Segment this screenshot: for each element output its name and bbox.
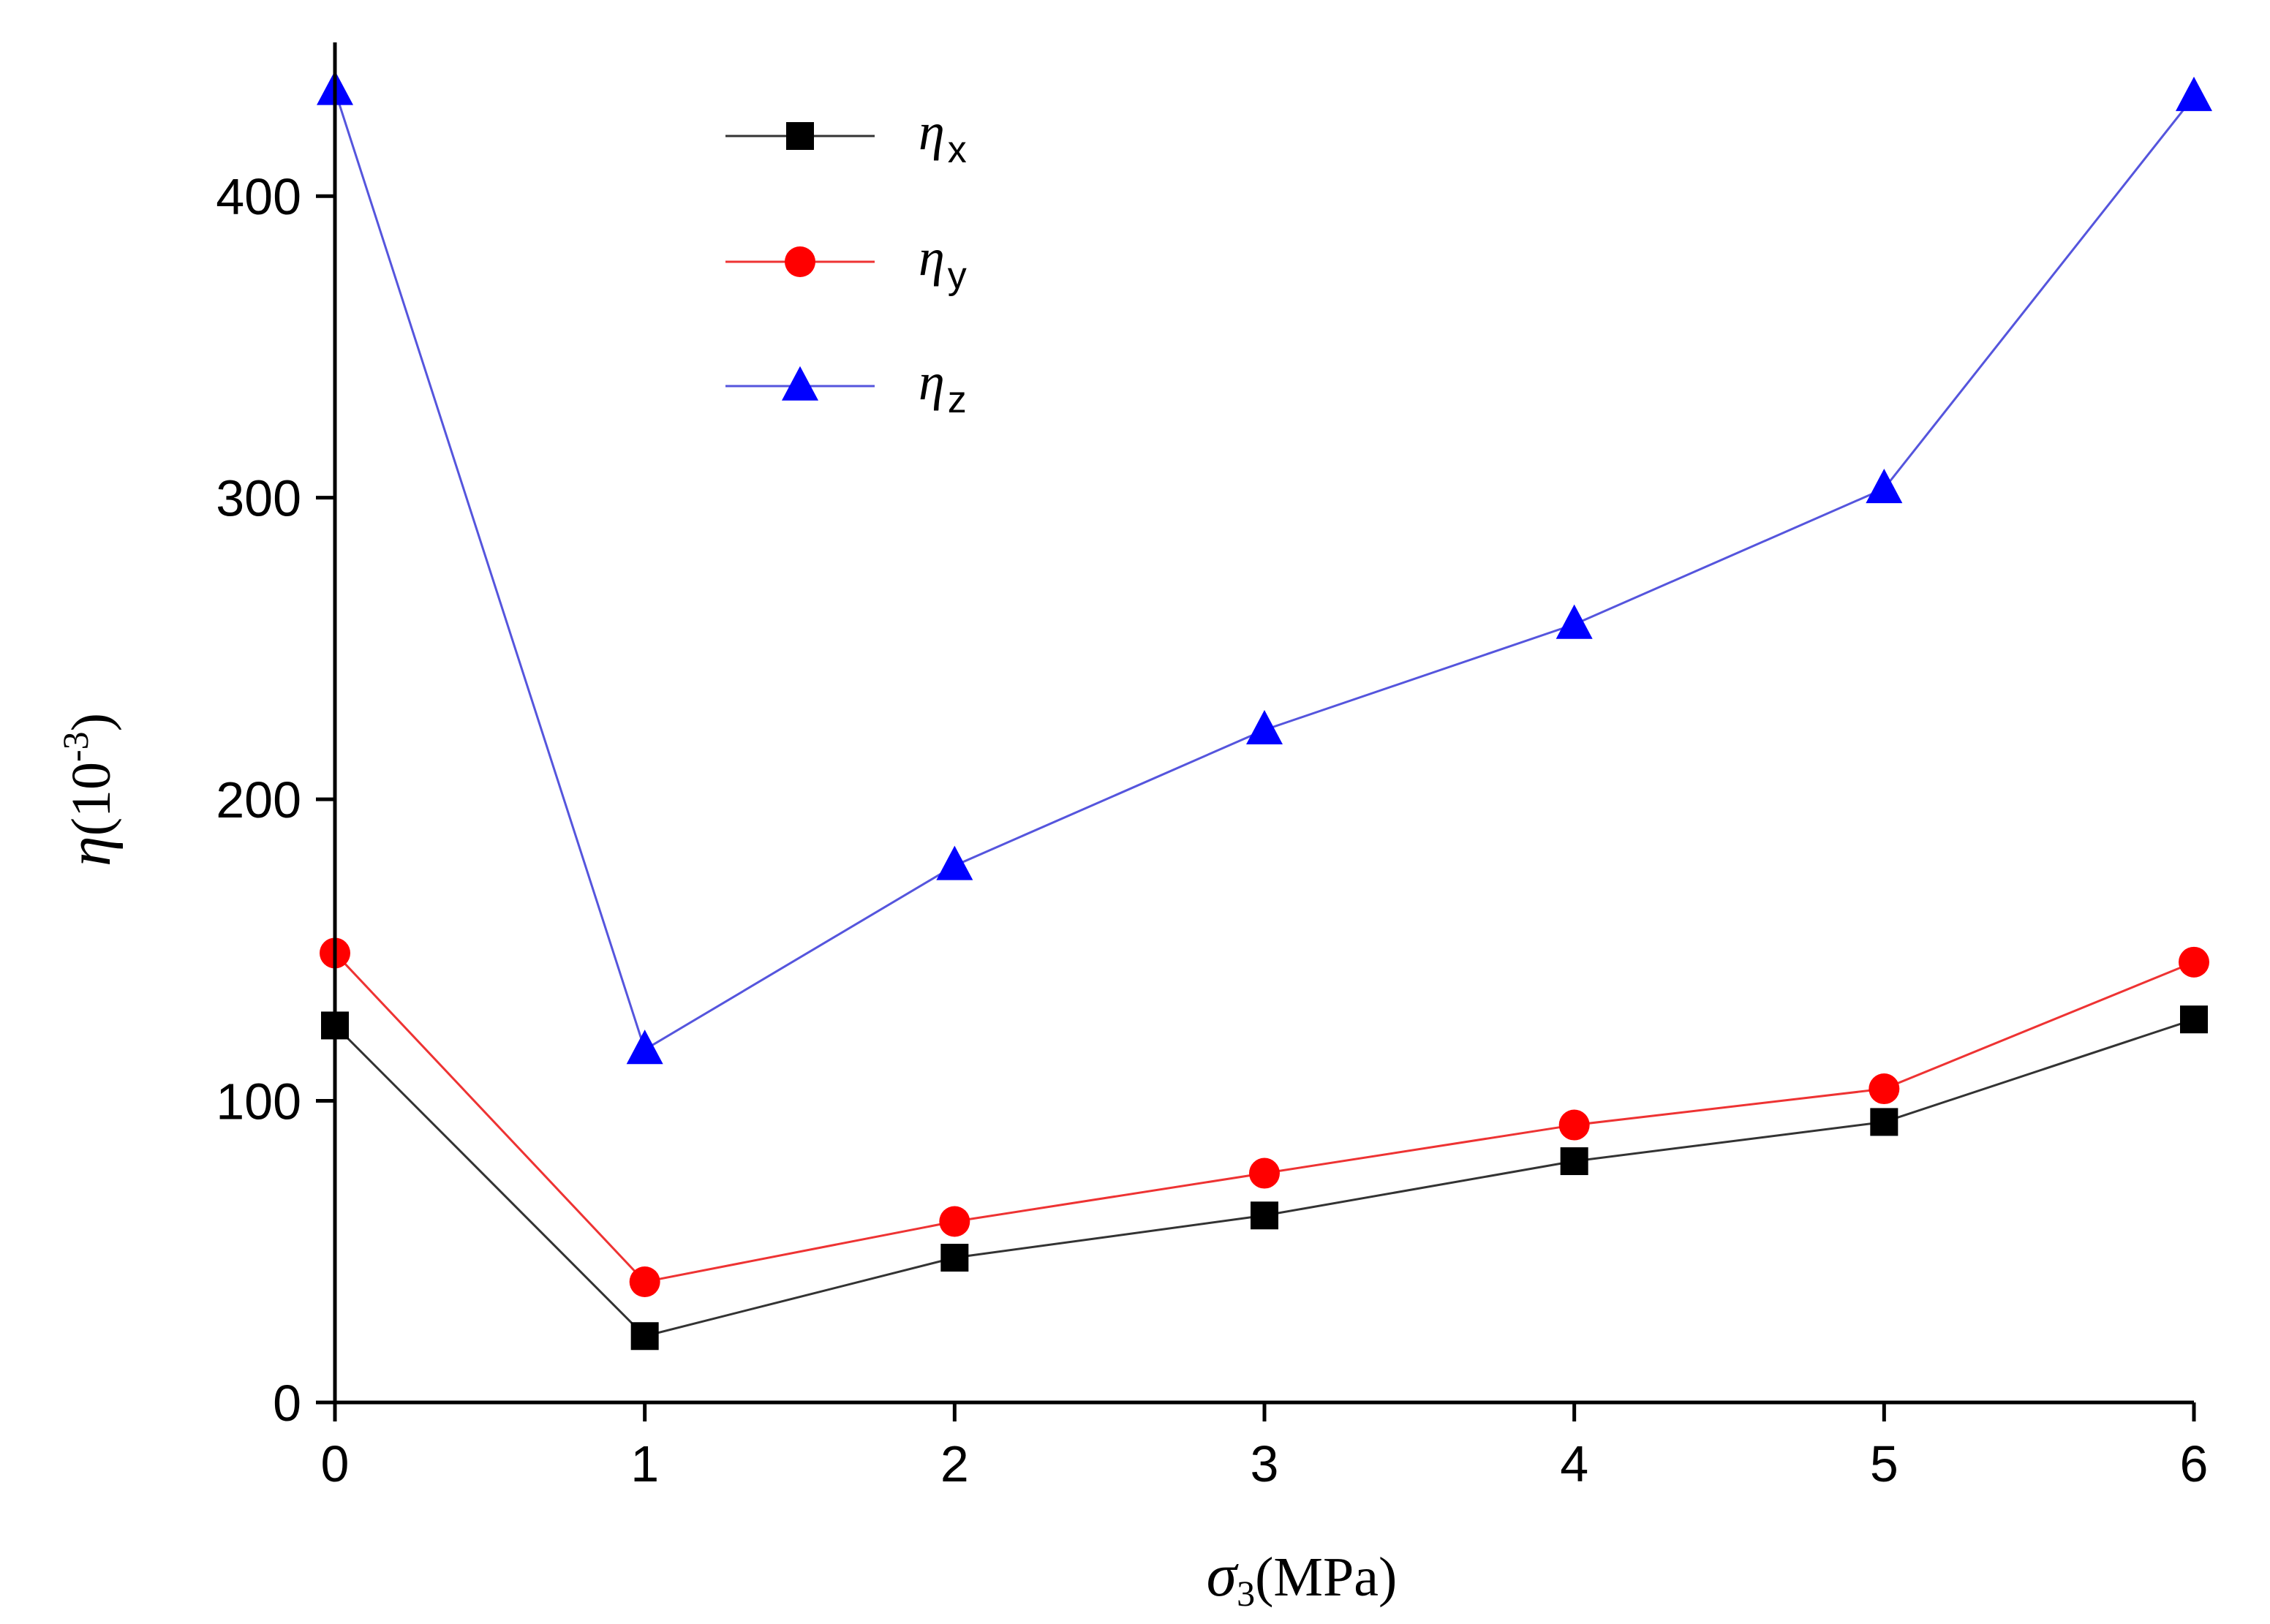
x-tick-label: 3 [1251, 1435, 1279, 1492]
y-tick-label: 400 [216, 168, 301, 225]
x-axis-title: σ3(MPa) [1207, 1541, 1398, 1614]
legend-label-symbol: η [919, 228, 945, 287]
legend-label-subscript: z [948, 379, 967, 421]
x-tick-label: 4 [1560, 1435, 1588, 1492]
data-point-x [1870, 1108, 1898, 1136]
legend-label-subscript: x [948, 129, 967, 171]
data-point-z [936, 845, 973, 880]
y-tick-label: 100 [216, 1073, 301, 1130]
data-point-x [2180, 1005, 2208, 1034]
series-line-y [333, 952, 2195, 1283]
data-point-x [1251, 1201, 1278, 1230]
data-point-y [939, 1206, 970, 1237]
legend-label-y: ηy [919, 228, 967, 297]
series-line-z [333, 90, 2195, 1051]
data-point-z [626, 1030, 663, 1065]
data-point-x [940, 1244, 969, 1272]
data-point-z [1246, 709, 1283, 745]
legend-label-symbol: η [919, 352, 945, 411]
y-tick-label: 0 [273, 1375, 301, 1432]
data-point-y [1869, 1073, 1900, 1105]
series-y [320, 937, 2209, 1298]
series-x [321, 1005, 2208, 1351]
legend-label-subscript: y [948, 254, 967, 297]
legend-item-x: ηx [725, 102, 967, 171]
legend-marker-y [785, 246, 815, 277]
x-tick-label: 0 [321, 1435, 350, 1492]
data-point-x [1560, 1147, 1588, 1176]
x-tick-label: 2 [940, 1435, 969, 1492]
data-point-z [1866, 469, 1903, 504]
legend-label-z: ηz [919, 352, 967, 421]
data-point-y [2179, 946, 2209, 978]
series-z [317, 70, 2212, 1065]
data-point-z [2176, 76, 2212, 111]
legend-marker-x [786, 122, 814, 150]
data-point-y [1558, 1109, 1590, 1141]
x-tick-label: 5 [1870, 1435, 1898, 1492]
legend-marker-z [782, 366, 818, 401]
legend-item-y: ηy [725, 228, 967, 297]
x-tick-label: 6 [2180, 1435, 2209, 1492]
legend-item-z: ηz [725, 352, 967, 421]
data-point-x [630, 1322, 659, 1351]
data-point-y [629, 1266, 660, 1298]
y-tick-label: 200 [216, 771, 301, 828]
axes-layer: 0 1 2 3 4 5 6 0 100 200 300 400 [216, 42, 2208, 1492]
y-axis-title: η(10-3) [55, 713, 124, 866]
data-point-y [1249, 1157, 1280, 1189]
y-tick-label: 300 [216, 470, 301, 527]
data-point-z [1556, 604, 1593, 639]
series-layer [317, 70, 2212, 1351]
legend-label-x: ηx [919, 102, 967, 171]
x-tick-label: 1 [630, 1435, 659, 1492]
legend-label-symbol: η [919, 102, 945, 161]
